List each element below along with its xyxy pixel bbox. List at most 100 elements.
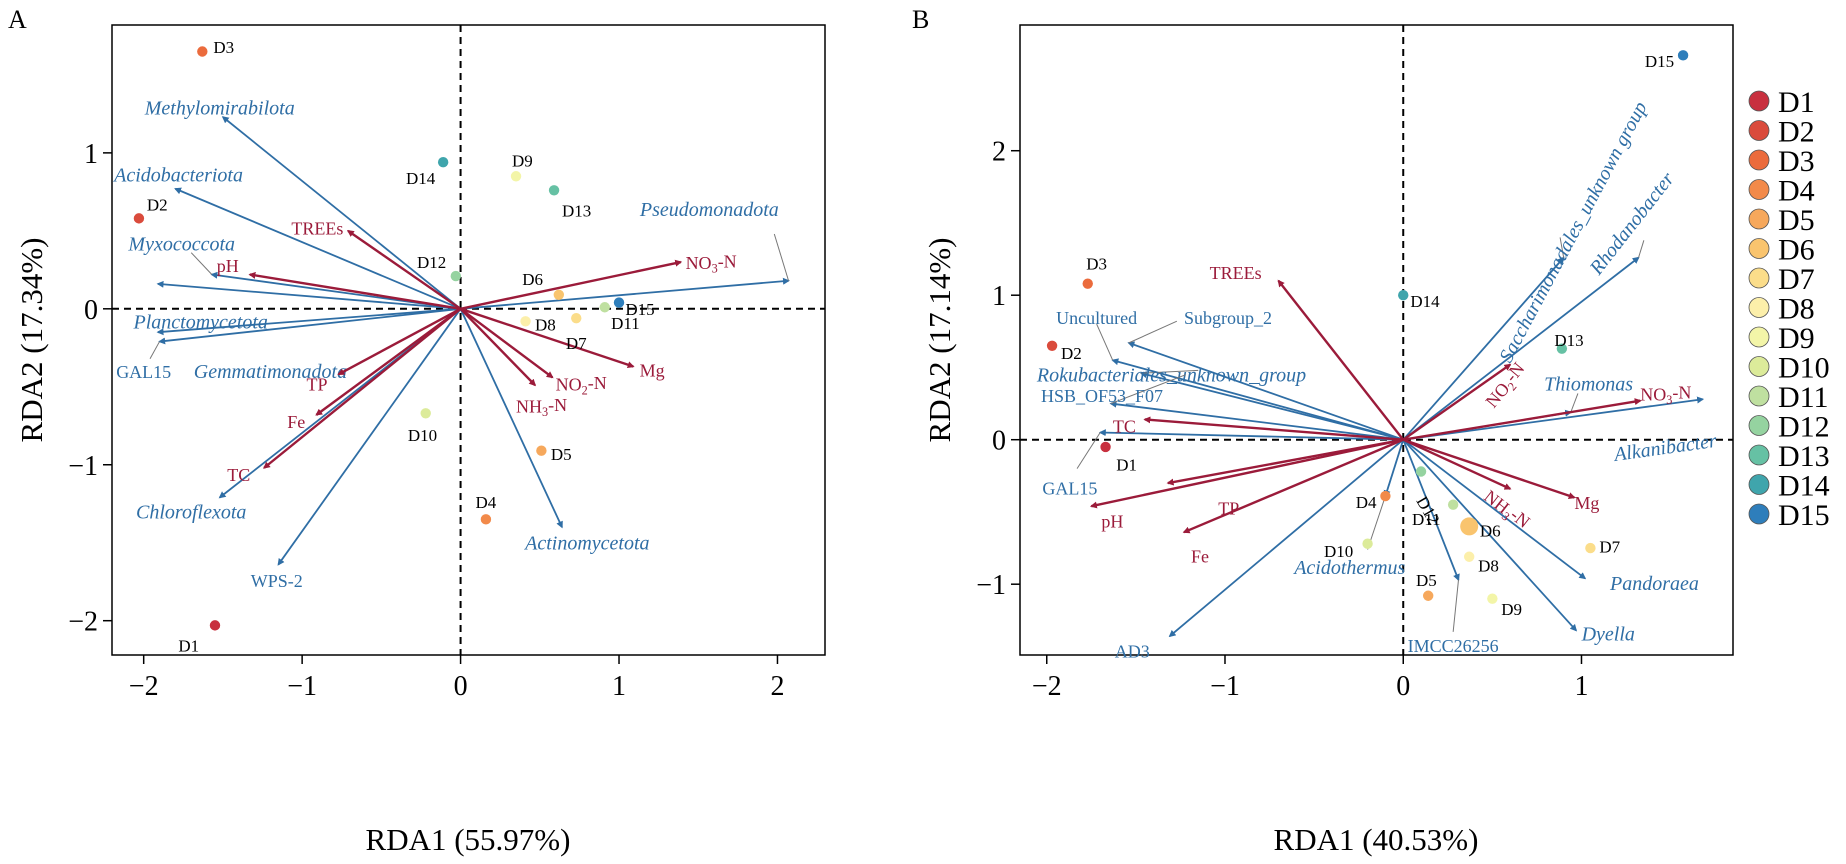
taxa-label-subgroup-2: Subgroup_2 bbox=[1184, 308, 1272, 328]
env-label-no2-n: NO2-N bbox=[1480, 358, 1532, 413]
legend-label-d10: D10 bbox=[1778, 352, 1830, 385]
taxa-label-ad3: AD3 bbox=[1115, 642, 1150, 662]
taxa-vector-rhodanobacter bbox=[1402, 256, 1640, 441]
env-vector-no2-n bbox=[1402, 363, 1512, 441]
taxa-vector-gemmatimonadota bbox=[156, 307, 461, 336]
taxa-connector-saccharimonadales-unknown-group bbox=[1559, 237, 1565, 258]
sample-point-d11 bbox=[599, 302, 610, 313]
taxa-vector-hsb-of53-f07 bbox=[1109, 400, 1404, 441]
ref-lines-a bbox=[112, 25, 825, 655]
taxa-label-chloroflexota: Chloroflexota bbox=[136, 502, 246, 524]
sample-label-d14: D14 bbox=[406, 169, 436, 188]
env-vector-ph bbox=[248, 271, 461, 310]
taxa-vector-methylomirabilota bbox=[221, 116, 462, 310]
sample-label-d3: D3 bbox=[213, 38, 234, 57]
env-label-tc: TC bbox=[1113, 416, 1136, 436]
legend-label-d12: D12 bbox=[1778, 411, 1830, 444]
taxa-label-pseudomonadota: Pseudomonadota bbox=[639, 199, 779, 221]
sample-point-d15 bbox=[613, 297, 625, 308]
legend-swatch-d5 bbox=[1748, 208, 1770, 230]
env-vector-tc bbox=[263, 307, 462, 469]
legend-swatch-d12 bbox=[1748, 415, 1770, 436]
legend-swatch-d1 bbox=[1748, 90, 1770, 112]
sample-point-d11 bbox=[1447, 499, 1459, 510]
axis-ticks-b: −2 −1 0 1 −1 0 1 2 bbox=[976, 137, 1588, 702]
sample-point-d1 bbox=[1100, 441, 1111, 453]
sample-point-d3 bbox=[1082, 278, 1093, 289]
plot-frame-a bbox=[111, 24, 826, 656]
taxa-vector-gal15 bbox=[158, 307, 461, 345]
taxa-label-gal15: GAL15 bbox=[116, 362, 171, 382]
taxa-connector-gal15 bbox=[1076, 432, 1101, 469]
taxa-connector-uncultured bbox=[1096, 323, 1114, 361]
sample-point-d14 bbox=[437, 157, 449, 168]
y-tick-label: 0 bbox=[84, 295, 98, 326]
sample-label-d9: D9 bbox=[1501, 600, 1522, 619]
sample-point-d10 bbox=[420, 408, 431, 419]
legend-swatch-d11 bbox=[1748, 385, 1770, 407]
sample-point-d9 bbox=[1487, 593, 1498, 604]
taxa-label-acidobacteriota: Acidobacteriota bbox=[112, 165, 243, 187]
vectors-a: Pseudomonadota Methylomirabilota Acidobact… bbox=[112, 98, 790, 591]
taxa-vector-ad3 bbox=[1168, 439, 1404, 638]
sample-label-d2: D2 bbox=[147, 195, 168, 214]
legend-swatch-d3 bbox=[1748, 149, 1770, 171]
sample-point-d5 bbox=[536, 445, 547, 456]
taxa-vector-actinomycetota bbox=[459, 308, 563, 529]
legend-label-d7: D7 bbox=[1778, 263, 1815, 296]
x-tick-label: −1 bbox=[287, 671, 317, 702]
env-label-no3-n: NO3-N bbox=[686, 251, 737, 275]
sample-label-d13: D13 bbox=[1554, 331, 1583, 350]
sample-label-d11: D11 bbox=[1412, 510, 1441, 529]
sample-label-d3: D3 bbox=[1086, 254, 1107, 273]
env-vector-trees bbox=[346, 229, 462, 310]
env-vector-no2-n bbox=[459, 307, 554, 379]
legend-swatch-d14 bbox=[1748, 474, 1770, 495]
sample-point-d6 bbox=[1460, 517, 1479, 536]
sample-point-d7 bbox=[1585, 542, 1596, 554]
sample-point-d5 bbox=[1422, 590, 1434, 601]
taxa-vector-dyella bbox=[1402, 439, 1578, 632]
taxa-vector-gal15 bbox=[1098, 429, 1404, 441]
legend-swatch-d10 bbox=[1748, 356, 1770, 377]
taxa-connector-myxococcota bbox=[190, 252, 213, 275]
sample-point-d15 bbox=[1677, 50, 1689, 61]
legend-label-d6: D6 bbox=[1778, 234, 1815, 267]
env-label-tp: TP bbox=[1218, 499, 1239, 519]
legend-label-d13: D13 bbox=[1778, 440, 1830, 473]
sample-label-d5: D5 bbox=[551, 445, 572, 464]
legend-swatch-d15 bbox=[1748, 503, 1770, 525]
sample-point-d4 bbox=[480, 514, 492, 525]
env-vector-tp bbox=[337, 307, 462, 376]
taxa-connector-gal15 bbox=[149, 341, 160, 359]
sample-point-d7 bbox=[571, 312, 582, 324]
env-vector-nh3-n bbox=[459, 307, 537, 387]
taxa-label-gal15: GAL15 bbox=[1042, 478, 1097, 498]
sample-point-d8 bbox=[1463, 551, 1475, 562]
legend-label-d3: D3 bbox=[1778, 145, 1815, 178]
taxa-vector-pseudomonadota bbox=[460, 277, 790, 310]
env-vector-ph bbox=[1089, 438, 1404, 509]
sample-label-d1: D1 bbox=[1116, 455, 1137, 474]
y-tick-label: −1 bbox=[68, 451, 98, 482]
sample-point-d10 bbox=[1362, 538, 1373, 549]
sample-point-d2 bbox=[133, 213, 145, 224]
sample-label-d6: D6 bbox=[1480, 522, 1501, 541]
legend-swatch-d8 bbox=[1748, 297, 1770, 318]
legend-label-d15: D15 bbox=[1778, 499, 1830, 532]
plot-frame-b bbox=[1019, 24, 1734, 656]
env-vector-nh3-n bbox=[1402, 438, 1512, 490]
sample-points-a: D1 D2 D3 D4 D5 D6 D7 D8 D9 D10 D11 D12 D13 D14 D15 bbox=[133, 38, 655, 656]
env-vector-no3-n bbox=[1403, 398, 1642, 441]
sample-point-d4 bbox=[1380, 490, 1391, 502]
taxa-vector-pandoraea bbox=[1402, 438, 1587, 580]
legend-swatch-d13 bbox=[1748, 444, 1770, 466]
env-label-mg: Mg bbox=[1574, 493, 1599, 513]
taxa-connector-rhodanobacter bbox=[1638, 240, 1645, 258]
sample-point-d3 bbox=[197, 46, 208, 57]
y-tick-label: 0 bbox=[992, 426, 1006, 457]
env-label-no3-n: NO3-N bbox=[1640, 383, 1691, 407]
sample-label-d6: D6 bbox=[522, 270, 543, 289]
sample-point-d9 bbox=[510, 171, 522, 182]
sample-point-d14 bbox=[1398, 290, 1409, 301]
